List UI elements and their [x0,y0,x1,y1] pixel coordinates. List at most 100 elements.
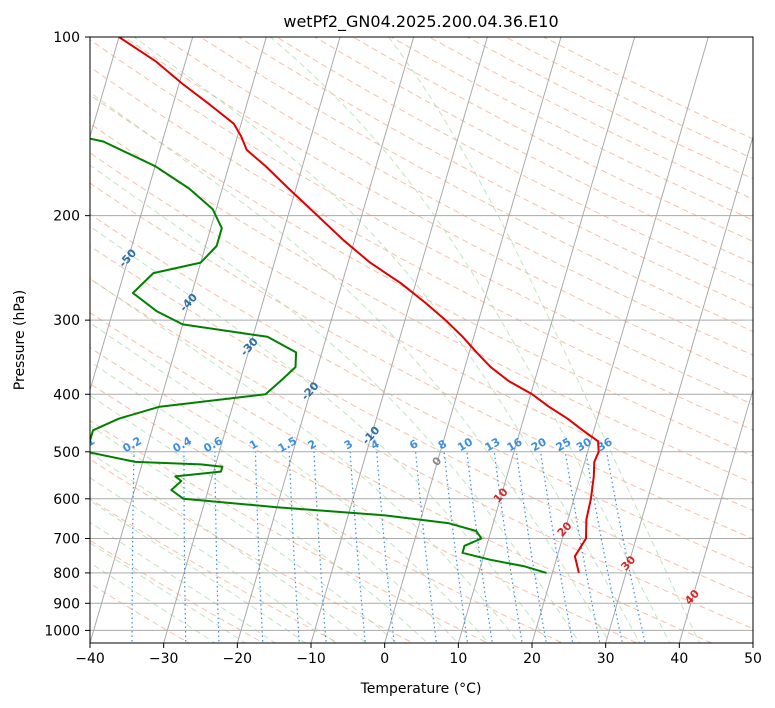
mixing-ratio-line [376,451,395,643]
isotherm-line [531,37,709,643]
chart-title: wetPf2_GN04.2025.200.04.36.E10 [283,12,558,32]
moist-adiabat [90,562,217,643]
moist-adiabat [90,452,368,643]
mixing-ratio-line [82,452,88,655]
dry-adiabat [504,37,753,160]
dry-adiabat [90,152,753,512]
x-tick-label: −40 [75,651,105,667]
dry-adiabat [90,123,753,484]
x-axis-label: Temperature (°C) [360,681,482,697]
isotherm-line [310,37,488,643]
dry-adiabat [90,182,753,540]
mixing-ratio-line [131,451,135,643]
y-tick-label: 100 [53,30,80,46]
isotherm-line [90,37,120,139]
y-tick-label: 400 [53,387,80,403]
y-tick-label: 800 [53,566,80,582]
mixing-ratio-line [349,451,366,643]
isotherm-label: -20 [299,379,322,403]
y-tick-label: 1000 [44,623,80,639]
x-tick-label: 10 [449,651,467,667]
moist-adiabat [388,37,701,643]
dry-adiabat [123,37,753,381]
y-tick-label: 600 [53,492,80,508]
x-tick-label: 20 [523,651,541,667]
mixing-ratio-line [466,451,493,643]
mixing-ratio-line [415,451,438,643]
dewpoint-profile [90,137,547,574]
moist-adiabat [269,37,671,643]
x-tick-label: −10 [296,651,326,667]
dry-adiabat [90,458,415,643]
background-lines [82,37,753,655]
y-tick-label: 500 [53,445,80,461]
mixing-ratio-line [254,451,264,643]
dry-adiabat [90,498,340,643]
moist-adiabat [90,164,581,643]
mixing-ratio-line [515,451,547,643]
profiles [90,37,600,574]
mixing-ratio-line [493,451,523,643]
dry-adiabat [90,582,190,643]
mixing-ratio-label: 6 [407,437,420,452]
moist-adiabat [90,394,429,643]
x-tick-label: −30 [149,651,179,667]
mixing-ratio-line [540,451,574,643]
y-tick-label: 300 [53,313,80,329]
dry-adiabat [90,245,753,599]
dry-adiabat [90,312,713,643]
y-axis: 100 200 300 400 500 600 700 800 900 1000 [44,30,90,639]
isotherm-line [457,37,636,643]
dry-adiabat [161,37,753,356]
moist-adiabat [90,477,337,643]
dry-adiabat [90,94,753,457]
x-tick-label: 40 [670,651,688,667]
mixing-ratio-line [214,451,220,643]
mixing-ratio-label: 0.1 [74,434,97,455]
isotherm-label: 20 [555,519,575,539]
isotherm-line [605,134,753,643]
y-tick-label: 700 [53,532,80,548]
y-tick-label: 200 [53,209,80,225]
moist-adiabat [90,542,247,643]
isotherm-label: 0 [430,454,445,469]
isotherm-line [236,37,415,643]
x-axis: −40 −30 −20 −10 0 10 20 30 40 50 [75,643,762,667]
x-tick-label: 50 [744,651,762,667]
moist-adiabat [90,500,307,643]
mixing-ratio-line [288,451,300,643]
moist-adiabat [90,277,520,643]
isotherm-line [163,37,341,643]
isotherm-label: 10 [491,485,511,505]
x-tick-label: 0 [380,651,389,667]
mixing-ratio-line [585,451,624,643]
dry-adiabat [90,39,753,405]
isotherm-label: 40 [682,587,702,607]
moist-adiabat [90,225,551,643]
x-tick-label: 30 [597,651,615,667]
isotherm-label: -50 [116,246,139,270]
mixing-ratio-label: 3 [342,437,355,452]
dry-adiabat [90,278,753,630]
isotherm-label: -30 [238,335,261,359]
mixing-ratio-line [183,451,187,643]
plot-frame [89,36,754,644]
moist-adiabat [133,37,641,643]
isotherm-line [678,388,753,643]
mixing-ratio-line [313,451,327,643]
isotherm-line [384,37,562,643]
dry-adiabat [90,382,564,643]
isotherm-line [90,37,194,392]
moist-adiabat [90,425,398,643]
moist-adiabat [90,91,611,643]
mixing-ratio-label: 4 [368,437,381,452]
dry-adiabat [313,37,753,264]
mixing-ratio-line [605,451,646,643]
mixing-ratio-label: 1 [247,437,260,452]
mixing-ratio-line [564,451,601,643]
isotherm-label: -40 [177,291,200,315]
isotherm-label: -70 [0,158,18,182]
y-tick-label: 900 [53,596,80,612]
